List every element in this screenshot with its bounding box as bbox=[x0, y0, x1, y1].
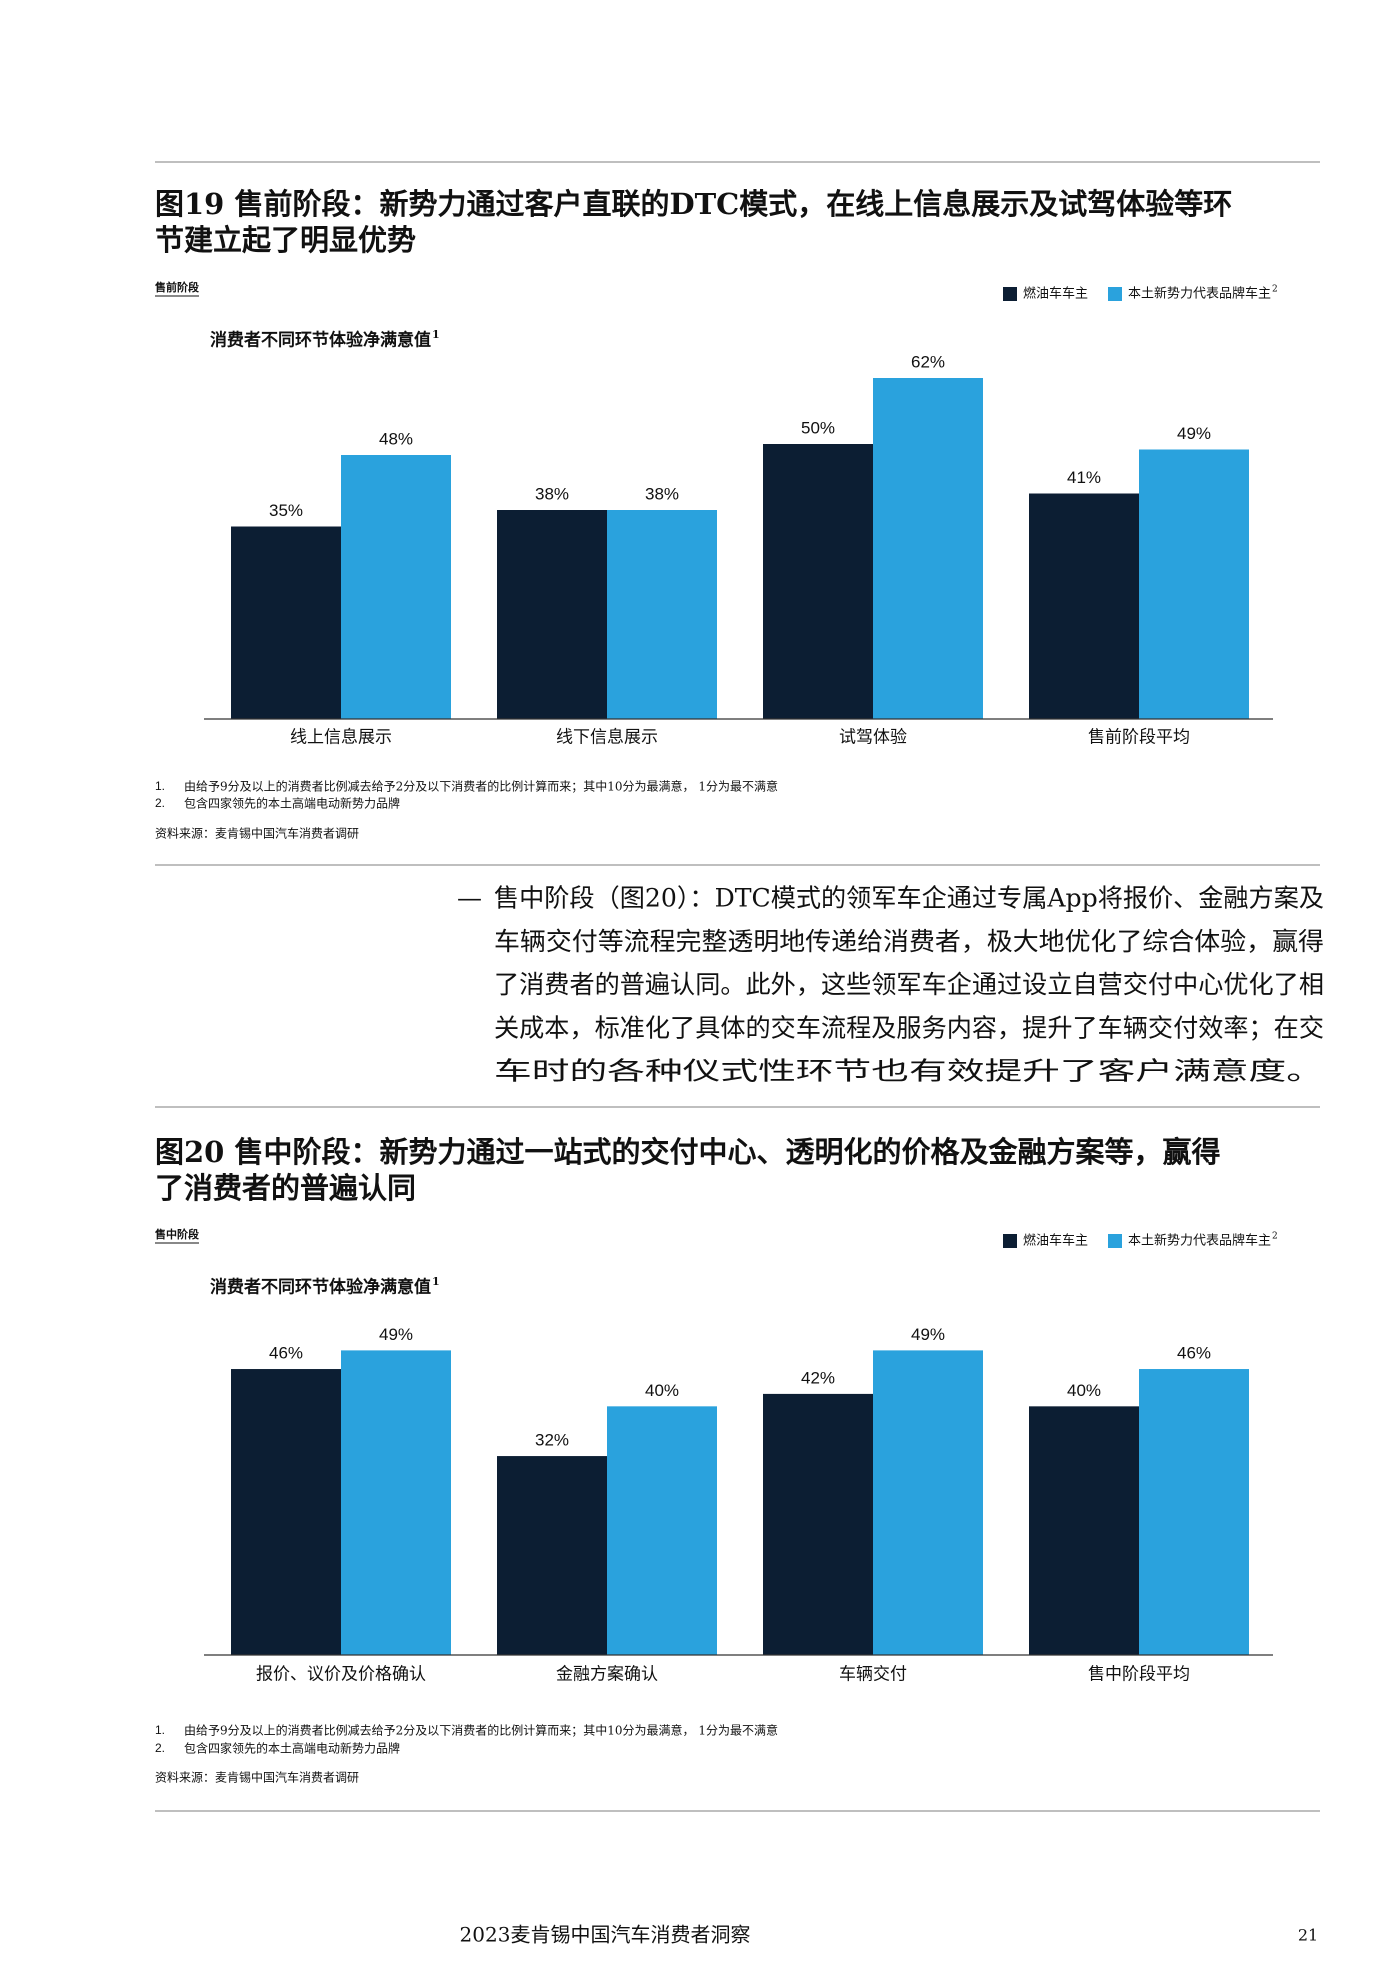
bar-value-label: 50% bbox=[801, 418, 835, 437]
note-number: 2. bbox=[155, 1741, 165, 1755]
bar-value-label: 38% bbox=[645, 484, 679, 503]
body-line: 关成本，标准化了具体的交车流程及服务内容，提升了车辆交付效率；在交 bbox=[494, 1013, 1324, 1042]
source: 资料来源：麦肯锡中国汽车消费者调研 bbox=[155, 1770, 359, 1785]
chart-title: 图19 售前阶段：新势力通过客户直联的DTC模式，在线上信息展示及试驾体验等环 bbox=[155, 187, 1232, 221]
chart-title: 图20 售中阶段：新势力通过一站式的交付中心、透明化的价格及金融方案等，赢得 bbox=[155, 1135, 1220, 1169]
section-label: 售前阶段 bbox=[154, 280, 199, 294]
section-label: 售中阶段 bbox=[154, 1227, 199, 1241]
subtitle-note: 1 bbox=[432, 328, 440, 341]
bar bbox=[231, 1369, 341, 1655]
x-tick-label: 试驾体验 bbox=[839, 728, 907, 748]
bar bbox=[763, 444, 873, 719]
body-line: 了消费者的普遍认同。此外，这些领军车企通过设立自营交付中心优化了相 bbox=[494, 970, 1324, 999]
note-number: 2. bbox=[155, 796, 165, 810]
bar bbox=[1139, 1369, 1249, 1655]
x-tick-label: 线下信息展示 bbox=[556, 728, 658, 748]
bar-value-label: 32% bbox=[535, 1431, 569, 1450]
bar-value-label: 35% bbox=[269, 501, 303, 520]
bar-value-label: 48% bbox=[379, 429, 413, 448]
x-tick-label: 车辆交付 bbox=[839, 1665, 907, 1685]
legend-label: 本土新势力代表品牌车主 bbox=[1128, 1233, 1271, 1249]
bar bbox=[607, 510, 717, 719]
legend-note: 2 bbox=[1272, 1232, 1278, 1242]
bar bbox=[497, 510, 607, 719]
x-tick-label: 线上信息展示 bbox=[290, 728, 392, 748]
legend-label: 本土新势力代表品牌车主 bbox=[1128, 286, 1271, 302]
bar-value-label: 49% bbox=[1177, 424, 1211, 443]
x-tick-label: 金融方案确认 bbox=[556, 1665, 658, 1685]
bar bbox=[1029, 493, 1139, 719]
bar-value-label: 40% bbox=[645, 1381, 679, 1400]
legend-label: 燃油车车主 bbox=[1023, 1233, 1088, 1249]
legend-note: 2 bbox=[1272, 285, 1278, 295]
bar-value-label: 62% bbox=[911, 352, 945, 371]
body-line: 车辆交付等流程完整透明地传递给消费者，极大地优化了综合体验，赢得 bbox=[494, 927, 1324, 956]
note-number: 1. bbox=[155, 1723, 165, 1737]
legend-swatch bbox=[1003, 1234, 1017, 1248]
note-text: 包含四家领先的本土高端电动新势力品牌 bbox=[184, 796, 400, 811]
bar bbox=[497, 1456, 607, 1655]
bar bbox=[1029, 1406, 1139, 1655]
bar bbox=[341, 1350, 451, 1655]
chart-title: 节建立起了明显优势 bbox=[155, 223, 416, 257]
page-number: 21 bbox=[1298, 1926, 1318, 1945]
note-text: 由给予9分及以上的消费者比例减去给予2分及以下消费者的比例计算而来；其中10分为… bbox=[184, 1723, 778, 1738]
bar-value-label: 38% bbox=[535, 484, 569, 503]
chart-subtitle: 消费者不同环节体验净满意值 bbox=[210, 1277, 431, 1298]
source: 资料来源：麦肯锡中国汽车消费者调研 bbox=[155, 826, 359, 841]
note-text: 包含四家领先的本土高端电动新势力品牌 bbox=[184, 1741, 400, 1756]
bar bbox=[763, 1393, 873, 1655]
note-text: 由给予9分及以上的消费者比例减去给予2分及以下消费者的比例计算而来；其中10分为… bbox=[184, 779, 778, 794]
chart-subtitle: 消费者不同环节体验净满意值 bbox=[210, 330, 431, 351]
legend-swatch bbox=[1108, 287, 1122, 301]
legend-swatch bbox=[1108, 1234, 1122, 1248]
x-tick-label: 报价、议价及价格确认 bbox=[256, 1665, 426, 1685]
legend-swatch bbox=[1003, 287, 1017, 301]
bar-value-label: 49% bbox=[911, 1325, 945, 1344]
bar bbox=[1139, 449, 1249, 719]
bar bbox=[873, 1350, 983, 1655]
bar-value-label: 41% bbox=[1067, 468, 1101, 487]
x-tick-label: 售中阶段平均 bbox=[1088, 1665, 1190, 1685]
bar-value-label: 46% bbox=[269, 1344, 303, 1363]
legend-label: 燃油车车主 bbox=[1023, 286, 1088, 302]
bar bbox=[341, 455, 451, 719]
bar-value-label: 42% bbox=[801, 1368, 835, 1387]
bar bbox=[231, 526, 341, 719]
bar bbox=[607, 1406, 717, 1655]
bar-value-label: 46% bbox=[1177, 1344, 1211, 1363]
bullet-dash: — bbox=[457, 884, 482, 913]
body-line: 车时的各种仪式性环节也有效提升了客户满意度。 bbox=[494, 1057, 1324, 1086]
x-tick-label: 售前阶段平均 bbox=[1088, 728, 1190, 748]
note-number: 1. bbox=[155, 779, 165, 793]
chart-title: 了消费者的普遍认同 bbox=[155, 1171, 416, 1205]
footer: 2023麦肯锡中国汽车消费者洞察 bbox=[460, 1923, 751, 1947]
bar bbox=[873, 378, 983, 719]
bar-value-label: 49% bbox=[379, 1325, 413, 1344]
subtitle-note: 1 bbox=[432, 1275, 440, 1288]
bar-value-label: 40% bbox=[1067, 1381, 1101, 1400]
body-line: 售中阶段（图20）：DTC模式的领军车企通过专属App将报价、金融方案及 bbox=[494, 884, 1324, 913]
